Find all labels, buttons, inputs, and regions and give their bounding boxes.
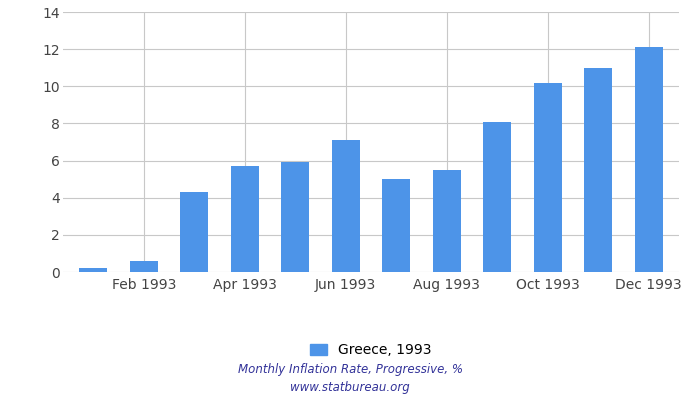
Legend: Greece, 1993: Greece, 1993	[303, 336, 439, 364]
Bar	[79, 268, 107, 272]
Bar	[130, 261, 158, 272]
Bar	[181, 192, 208, 272]
Bar	[635, 47, 663, 272]
Bar	[332, 140, 360, 272]
Bar	[433, 170, 461, 272]
Bar	[584, 68, 612, 272]
Text: Monthly Inflation Rate, Progressive, %: Monthly Inflation Rate, Progressive, %	[237, 364, 463, 376]
Bar	[483, 122, 511, 272]
Bar	[231, 166, 259, 272]
Bar	[382, 179, 410, 272]
Bar	[534, 82, 561, 272]
Bar	[281, 162, 309, 272]
Text: www.statbureau.org: www.statbureau.org	[290, 382, 410, 394]
